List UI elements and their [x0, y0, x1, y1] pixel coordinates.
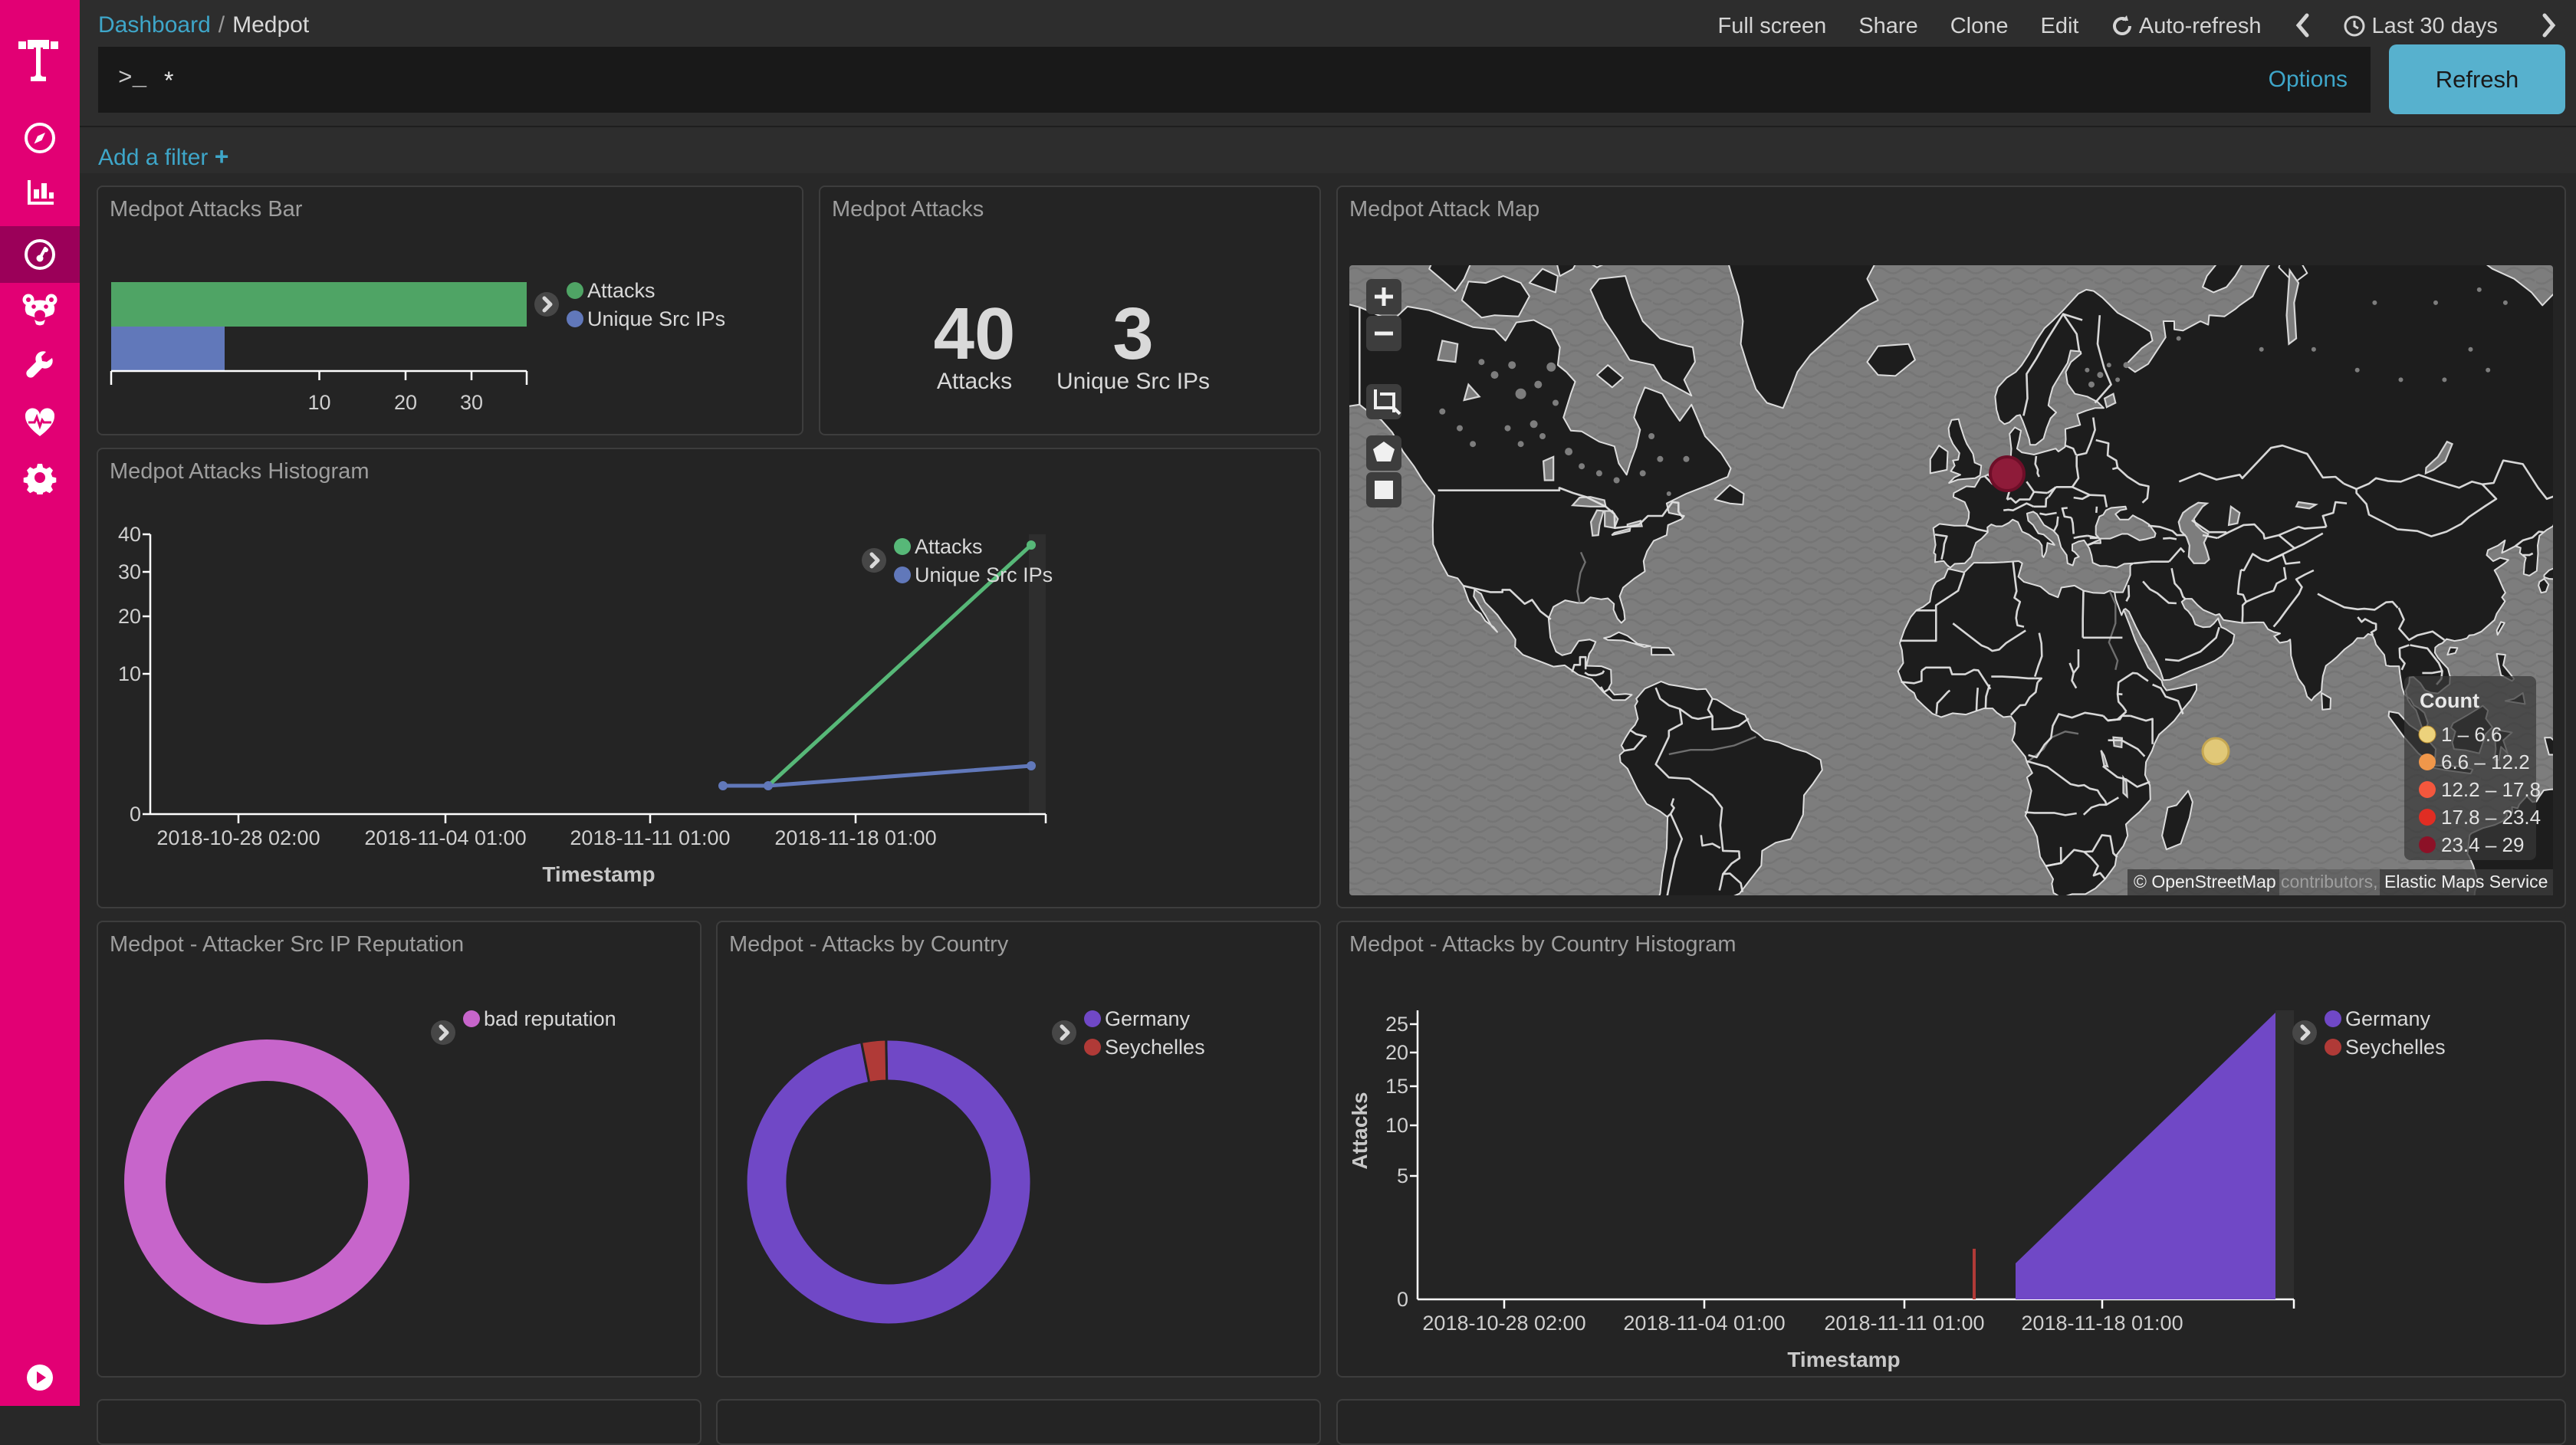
svg-text:Seychelles: Seychelles: [1105, 1036, 1205, 1059]
svg-text:2018-11-11 01:00: 2018-11-11 01:00: [570, 826, 730, 849]
svg-text:10: 10: [1385, 1114, 1408, 1137]
svg-text:30: 30: [460, 391, 483, 414]
svg-text:Seychelles: Seychelles: [2345, 1036, 2446, 1059]
svg-text:20: 20: [394, 391, 417, 414]
svg-text:Attacks: Attacks: [915, 535, 983, 558]
svg-text:6.6 – 12.2: 6.6 – 12.2: [2441, 750, 2530, 773]
svg-text:1 – 6.6: 1 – 6.6: [2441, 723, 2502, 746]
svg-text:0: 0: [1397, 1288, 1408, 1311]
svg-text:© OpenStreetMap: © OpenStreetMap: [2134, 872, 2276, 892]
svg-text:bad reputation: bad reputation: [484, 1007, 616, 1030]
svg-text:23.4 – 29: 23.4 – 29: [2441, 833, 2524, 856]
svg-text:12.2 – 17.8: 12.2 – 17.8: [2441, 778, 2541, 801]
svg-text:Timestamp: Timestamp: [1787, 1348, 1900, 1371]
svg-text:40: 40: [118, 523, 141, 546]
svg-text:Germany: Germany: [1105, 1007, 1191, 1030]
svg-text:15: 15: [1385, 1075, 1408, 1098]
svg-text:2018-11-11 01:00: 2018-11-11 01:00: [1824, 1312, 1984, 1335]
svg-text:2018-10-28 02:00: 2018-10-28 02:00: [156, 826, 320, 849]
svg-text:17.8 – 23.4: 17.8 – 23.4: [2441, 806, 2541, 829]
svg-text:contributors,: contributors,: [2281, 872, 2378, 892]
svg-text:20: 20: [118, 605, 141, 628]
svg-text:Count: Count: [2420, 689, 2479, 712]
svg-text:10: 10: [118, 662, 141, 685]
svg-text:Germany: Germany: [2345, 1007, 2431, 1030]
svg-text:20: 20: [1385, 1041, 1408, 1064]
svg-text:2018-11-04 01:00: 2018-11-04 01:00: [1623, 1312, 1785, 1335]
svg-text:5: 5: [1397, 1164, 1408, 1187]
svg-text:2018-10-28 02:00: 2018-10-28 02:00: [1422, 1312, 1585, 1335]
svg-text:0: 0: [130, 803, 141, 826]
svg-text:Unique Src IPs: Unique Src IPs: [587, 307, 725, 330]
svg-text:Attacks: Attacks: [587, 279, 656, 302]
svg-text:2018-11-18 01:00: 2018-11-18 01:00: [2021, 1312, 2183, 1335]
svg-text:Elastic Maps Service: Elastic Maps Service: [2384, 872, 2548, 892]
svg-text:10: 10: [307, 391, 330, 414]
svg-text:25: 25: [1385, 1013, 1408, 1036]
svg-text:Attacks: Attacks: [1348, 1092, 1372, 1169]
svg-text:2018-11-04 01:00: 2018-11-04 01:00: [364, 826, 526, 849]
svg-text:30: 30: [118, 560, 141, 583]
svg-text:Unique Src IPs: Unique Src IPs: [915, 563, 1053, 586]
svg-text:2018-11-18 01:00: 2018-11-18 01:00: [774, 826, 936, 849]
svg-text:Timestamp: Timestamp: [542, 862, 655, 886]
